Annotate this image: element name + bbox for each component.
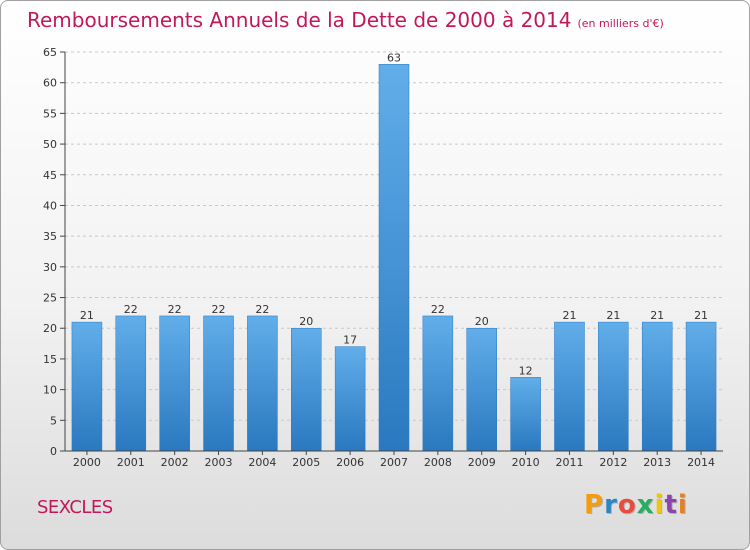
x-tick-label: 2000 (73, 456, 101, 469)
y-tick-label: 45 (43, 169, 57, 182)
bar (422, 315, 454, 452)
y-tick-label: 20 (43, 322, 57, 335)
data-label: 12 (519, 364, 533, 377)
x-tick-label: 2009 (468, 456, 496, 469)
bar (115, 315, 147, 452)
y-tick-label: 25 (43, 292, 57, 305)
bar (641, 321, 673, 452)
logo-letter: o (617, 490, 637, 520)
x-tick-label: 2001 (117, 456, 145, 469)
data-label: 20 (475, 315, 489, 328)
data-label: 22 (431, 303, 445, 316)
data-label: 63 (387, 51, 401, 64)
logo-letter: i (677, 490, 688, 520)
y-tick-label: 0 (50, 445, 57, 458)
data-label: 22 (168, 303, 182, 316)
bar (685, 321, 717, 452)
data-label: 17 (343, 334, 357, 347)
x-tick-label: 2003 (205, 456, 233, 469)
bar (247, 315, 278, 452)
x-tick-label: 2008 (424, 456, 452, 469)
logo-letter: P (584, 490, 605, 520)
bar (334, 346, 366, 452)
data-label: 21 (562, 309, 576, 322)
data-label: 21 (650, 309, 664, 322)
bar (466, 327, 497, 452)
bar (71, 321, 103, 452)
y-tick-label: 30 (43, 261, 57, 274)
data-label: 22 (212, 303, 226, 316)
bar (159, 315, 190, 452)
bar (203, 315, 234, 452)
data-label: 21 (694, 309, 708, 322)
logo-letter: i (654, 490, 665, 520)
logo-letter: r (604, 490, 618, 520)
data-label: 22 (124, 303, 138, 316)
x-tick-label: 2013 (643, 456, 671, 469)
y-tick-label: 40 (43, 199, 57, 212)
x-tick-label: 2010 (512, 456, 540, 469)
proxiti-logo[interactable]: Proxiti (584, 490, 688, 520)
data-label: 21 (606, 309, 620, 322)
bar (554, 321, 585, 452)
y-tick-label: 10 (43, 384, 57, 397)
x-tick-label: 2002 (161, 456, 189, 469)
data-label: 20 (299, 315, 313, 328)
bar (510, 377, 541, 452)
y-tick-label: 50 (43, 138, 57, 151)
y-tick-label: 55 (43, 107, 57, 120)
x-tick-label: 2011 (555, 456, 583, 469)
chart-unit: (en milliers d'€) (577, 17, 664, 30)
x-tick-label: 2014 (687, 456, 715, 469)
x-tick-label: 2006 (336, 456, 364, 469)
y-tick-label: 5 (50, 414, 57, 427)
x-tick-label: 2004 (248, 456, 276, 469)
chart-title: Remboursements Annuels de la Dette de 20… (27, 8, 572, 32)
y-tick-label: 35 (43, 230, 57, 243)
axes: 0 5 10 15 20 25 30 35 40 45 50 55 60 65 2000 2001 2002 20… (43, 46, 723, 469)
data-label: 21 (80, 309, 94, 322)
chart-title-block: Remboursements Annuels de la Dette de 20… (27, 8, 664, 32)
logo-letter: x (636, 490, 655, 520)
x-tick-label: 2007 (380, 456, 408, 469)
city-name: SEXCLES (37, 497, 113, 518)
bar (291, 327, 322, 452)
bars: 21 22 22 22 22 20 17 63 22 20 12 21 21 21 21 (71, 51, 717, 452)
bar (378, 64, 410, 452)
y-tick-label: 65 (43, 46, 57, 59)
x-tick-label: 2012 (599, 456, 627, 469)
logo-letter: t (664, 490, 678, 520)
y-tick-label: 60 (43, 77, 57, 90)
y-tick-label: 15 (43, 353, 57, 366)
data-label: 22 (255, 303, 269, 316)
bar (598, 321, 629, 452)
x-tick-label: 2005 (292, 456, 320, 469)
